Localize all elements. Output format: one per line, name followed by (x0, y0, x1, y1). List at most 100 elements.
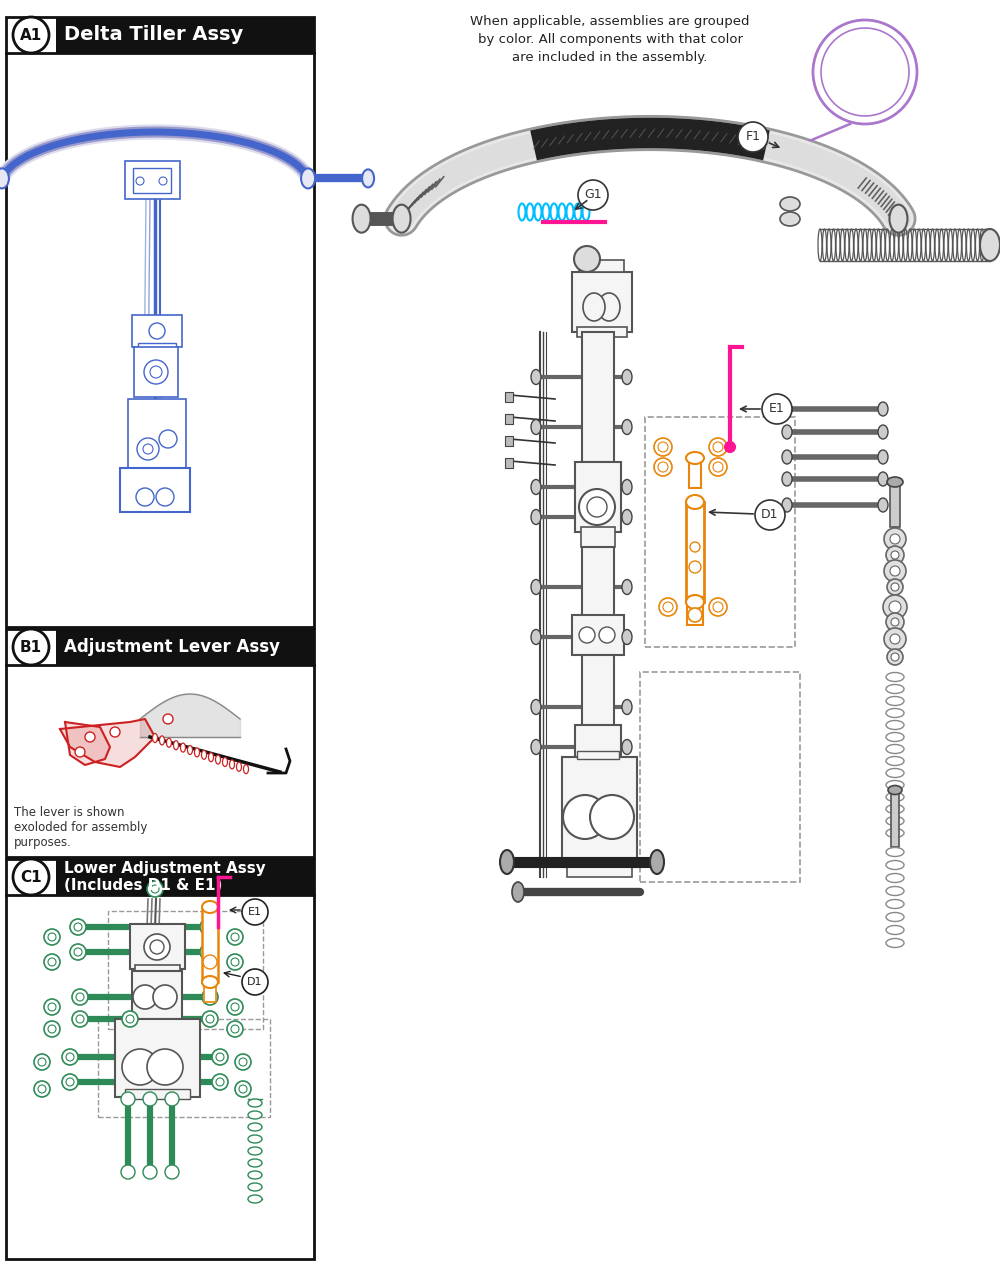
Bar (120, 468, 190, 512)
Bar (890, 481, 900, 527)
Bar (567, 863, 632, 877)
Ellipse shape (160, 736, 164, 745)
Bar (132, 315, 182, 347)
Bar (579, 260, 624, 272)
Ellipse shape (237, 763, 242, 772)
Ellipse shape (531, 509, 541, 525)
Ellipse shape (531, 419, 541, 435)
Bar (562, 756, 637, 867)
Polygon shape (60, 718, 155, 767)
Ellipse shape (194, 748, 200, 756)
Ellipse shape (780, 212, 800, 226)
Circle shape (34, 1054, 50, 1071)
Ellipse shape (202, 976, 218, 988)
Ellipse shape (353, 205, 371, 233)
Circle shape (654, 438, 672, 456)
Circle shape (212, 1049, 228, 1066)
Circle shape (48, 1003, 56, 1011)
Ellipse shape (248, 1111, 262, 1119)
Circle shape (578, 180, 608, 210)
Circle shape (891, 551, 899, 559)
Bar (582, 332, 614, 462)
Text: Adjustment Lever Assy: Adjustment Lever Assy (64, 639, 280, 656)
Circle shape (658, 442, 668, 452)
Circle shape (738, 122, 768, 152)
Bar (582, 547, 614, 620)
Text: B1: B1 (20, 640, 42, 655)
Circle shape (231, 1025, 239, 1033)
Bar (572, 272, 632, 332)
Circle shape (227, 998, 243, 1015)
Ellipse shape (222, 758, 228, 767)
Ellipse shape (878, 424, 888, 438)
Circle shape (34, 1081, 50, 1097)
Circle shape (200, 919, 216, 935)
Circle shape (70, 944, 86, 960)
Ellipse shape (782, 402, 792, 416)
Circle shape (884, 560, 906, 582)
Circle shape (688, 608, 702, 622)
Circle shape (149, 323, 165, 340)
Bar (640, 672, 800, 882)
Bar (133, 169, 171, 193)
Circle shape (709, 438, 727, 456)
Circle shape (13, 859, 49, 895)
Circle shape (150, 366, 162, 378)
Ellipse shape (531, 699, 541, 715)
Circle shape (66, 1053, 74, 1060)
Circle shape (762, 394, 792, 424)
Bar (686, 502, 704, 602)
Ellipse shape (686, 495, 704, 509)
Circle shape (886, 546, 904, 564)
Circle shape (144, 934, 170, 960)
Circle shape (883, 595, 907, 620)
Ellipse shape (782, 473, 792, 487)
Circle shape (204, 922, 212, 931)
Ellipse shape (980, 229, 1000, 261)
Circle shape (235, 1054, 251, 1071)
Circle shape (163, 715, 173, 723)
Bar (577, 327, 627, 337)
Ellipse shape (622, 740, 632, 755)
Bar (581, 527, 615, 547)
Circle shape (713, 602, 723, 612)
Ellipse shape (782, 498, 792, 512)
Ellipse shape (878, 473, 888, 487)
Circle shape (887, 649, 903, 665)
Circle shape (72, 990, 88, 1005)
Circle shape (147, 881, 163, 897)
Circle shape (48, 958, 56, 965)
Circle shape (563, 794, 607, 839)
Circle shape (85, 732, 95, 742)
Ellipse shape (500, 850, 514, 874)
Circle shape (239, 1058, 247, 1066)
Circle shape (579, 627, 595, 642)
Bar (115, 1019, 200, 1097)
Circle shape (202, 1011, 218, 1028)
Ellipse shape (889, 205, 907, 233)
Circle shape (235, 1081, 251, 1097)
Circle shape (44, 929, 60, 945)
Text: D1: D1 (247, 977, 263, 987)
Bar (130, 924, 185, 969)
Ellipse shape (622, 579, 632, 594)
Bar (577, 751, 619, 759)
Circle shape (153, 984, 177, 1009)
Circle shape (690, 542, 700, 552)
Text: C1: C1 (20, 869, 42, 884)
Circle shape (72, 1011, 88, 1028)
Circle shape (231, 958, 239, 965)
Circle shape (122, 1011, 138, 1028)
Circle shape (713, 462, 723, 473)
Ellipse shape (622, 630, 632, 645)
Circle shape (887, 579, 903, 595)
Circle shape (725, 442, 735, 452)
Text: E1: E1 (769, 403, 785, 416)
Circle shape (136, 177, 144, 185)
Ellipse shape (782, 450, 792, 464)
Text: A1: A1 (20, 28, 42, 43)
Ellipse shape (531, 370, 541, 384)
Circle shape (227, 954, 243, 971)
Circle shape (890, 533, 900, 544)
Ellipse shape (0, 169, 9, 189)
